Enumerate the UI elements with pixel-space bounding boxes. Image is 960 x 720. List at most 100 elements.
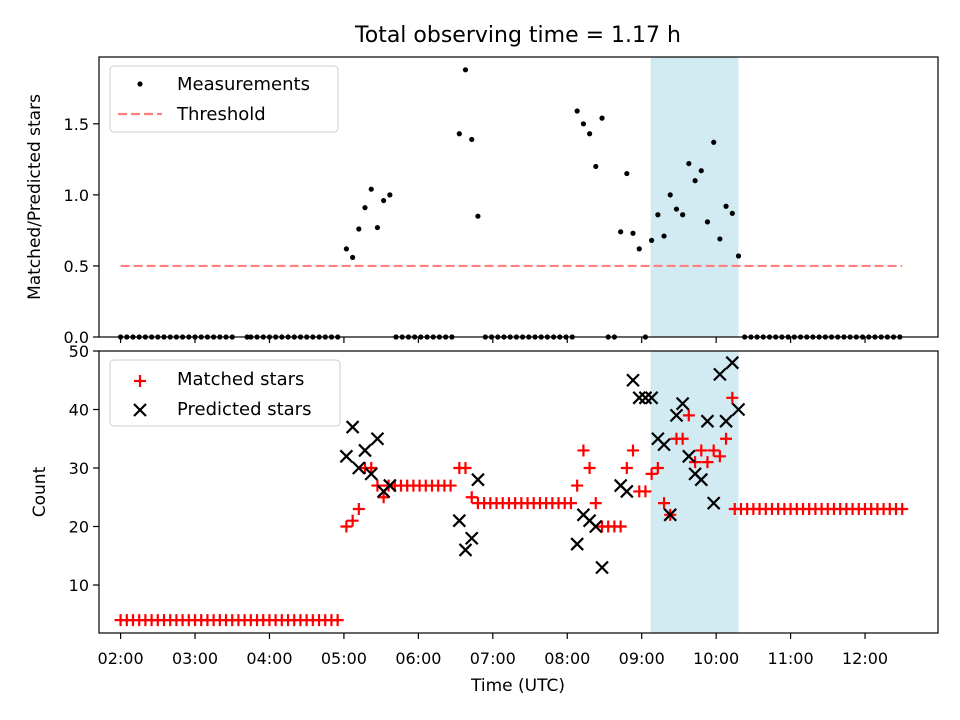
measurement-point xyxy=(649,237,655,243)
legend-threshold-label: Threshold xyxy=(176,104,266,125)
measurement-point xyxy=(630,230,636,236)
x-tick-label: 06:00 xyxy=(395,649,441,668)
measurement-point xyxy=(387,192,393,198)
bottom-legend-box xyxy=(109,359,341,427)
matched-star-marker xyxy=(689,456,702,469)
predicted-star-marker xyxy=(719,414,733,428)
highlight-span-rect xyxy=(650,351,739,633)
predicted-star-marker xyxy=(620,484,634,499)
measurement-point xyxy=(680,212,686,218)
measurement-point xyxy=(686,160,692,167)
legend-measurements-marker xyxy=(137,81,143,87)
x-tick-label: 11:00 xyxy=(768,649,814,668)
predicted-star-marker xyxy=(713,367,727,382)
top-y-axis-label: Matched/Predicted stars xyxy=(25,94,45,300)
measurement-point xyxy=(599,115,605,121)
measurement-point xyxy=(618,229,624,235)
predicted-star-marker xyxy=(352,461,366,475)
predicted-star-marker xyxy=(657,437,671,452)
predicted-star-marker xyxy=(358,443,372,458)
measurement-point xyxy=(574,108,580,114)
y-tick-label: 1.5 xyxy=(64,115,89,134)
predicted-star-marker xyxy=(725,355,740,370)
y-tick-label: 50 xyxy=(69,342,89,361)
x-tick-label: 02:00 xyxy=(98,649,144,668)
matched-star-marker xyxy=(614,520,627,533)
matched-star-marker xyxy=(577,444,590,457)
measurement-point xyxy=(729,210,735,216)
matched-star-marker xyxy=(720,432,733,445)
legend-predicted-marker xyxy=(133,403,147,417)
predicted-star-marker xyxy=(471,472,485,487)
measurement-point xyxy=(343,246,349,252)
bottom-x-ticks: 02:00 03:00 04:00 05:00 06:00 07:00 08:00 09:00… xyxy=(98,633,888,668)
matched-star-marker xyxy=(346,514,359,527)
matched-star-marker xyxy=(726,391,739,404)
predicted-star-marker xyxy=(632,391,647,405)
legend-matched-label: Matched stars xyxy=(177,369,304,390)
measurement-point xyxy=(350,254,356,261)
predicted-star-marker xyxy=(731,402,746,417)
top-y-ticks: 0.0 0.5 1.0 1.5 xyxy=(64,115,99,347)
highlight-span-rect xyxy=(650,57,739,337)
measurement-point xyxy=(356,226,362,232)
matched-star-marker xyxy=(645,467,658,480)
matched-star-marker xyxy=(589,497,602,510)
matched-star-marker xyxy=(459,462,472,475)
matched-star-marker xyxy=(444,479,457,492)
bottom-highlight-span xyxy=(650,351,739,633)
predicted-stars-markers xyxy=(339,355,746,575)
predicted-star-marker xyxy=(669,408,684,423)
measurement-point xyxy=(704,219,711,225)
y-tick-label: 1.0 xyxy=(64,186,89,205)
predicted-star-marker xyxy=(345,420,360,434)
measurement-point xyxy=(586,131,593,137)
predicted-star-marker xyxy=(706,496,721,510)
predicted-star-marker xyxy=(570,537,584,551)
y-tick-label: 40 xyxy=(69,401,89,420)
matched-star-marker xyxy=(626,444,639,457)
x-tick-label: 12:00 xyxy=(842,649,888,668)
x-tick-label: 04:00 xyxy=(246,649,292,668)
bottom-axes-frame xyxy=(98,350,939,634)
measurement-point xyxy=(368,186,374,192)
predicted-star-marker xyxy=(675,396,690,411)
measurement-point xyxy=(456,131,462,137)
top-highlight-span xyxy=(650,57,739,337)
chart-title: Total observing time = 1.17 h xyxy=(354,23,681,48)
measurement-point xyxy=(462,67,469,73)
measurement-point xyxy=(735,253,742,259)
predicted-star-marker xyxy=(458,543,473,557)
predicted-star-marker xyxy=(644,391,659,405)
bottom-panel: 10 20 30 40 50 02:00 03:00 04:00 05:00 06:00 07:0… xyxy=(30,342,939,696)
y-tick-label: 20 xyxy=(69,518,89,537)
matched-star-marker xyxy=(564,497,577,510)
y-tick-label: 0.0 xyxy=(64,328,89,347)
matched-star-marker xyxy=(377,491,390,504)
matched-star-marker xyxy=(713,450,726,463)
x-tick-label: 08:00 xyxy=(544,649,590,668)
matched-star-marker xyxy=(682,409,695,422)
top-x-ticks xyxy=(119,337,866,343)
predicted-star-marker xyxy=(694,472,709,487)
matched-stars-markers xyxy=(114,391,909,627)
predicted-star-marker xyxy=(700,414,715,428)
measurement-point xyxy=(580,121,587,127)
matched-star-marker xyxy=(465,491,478,504)
predicted-star-marker xyxy=(370,431,385,446)
matched-star-marker xyxy=(639,485,652,498)
bottom-y-ticks: 10 20 30 40 50 xyxy=(69,342,99,595)
measurement-point xyxy=(723,203,729,209)
matched-star-marker xyxy=(331,614,344,627)
matched-star-marker xyxy=(658,497,671,510)
matched-star-marker xyxy=(352,502,365,515)
y-tick-label: 0.5 xyxy=(64,257,89,276)
y-tick-label: 30 xyxy=(69,459,89,478)
measurement-point xyxy=(655,212,661,218)
matched-star-marker xyxy=(571,479,584,492)
measurement-point xyxy=(717,236,723,242)
matched-star-marker xyxy=(371,479,384,492)
measurement-point xyxy=(624,170,630,177)
legend-predicted-label: Predicted stars xyxy=(177,399,311,420)
